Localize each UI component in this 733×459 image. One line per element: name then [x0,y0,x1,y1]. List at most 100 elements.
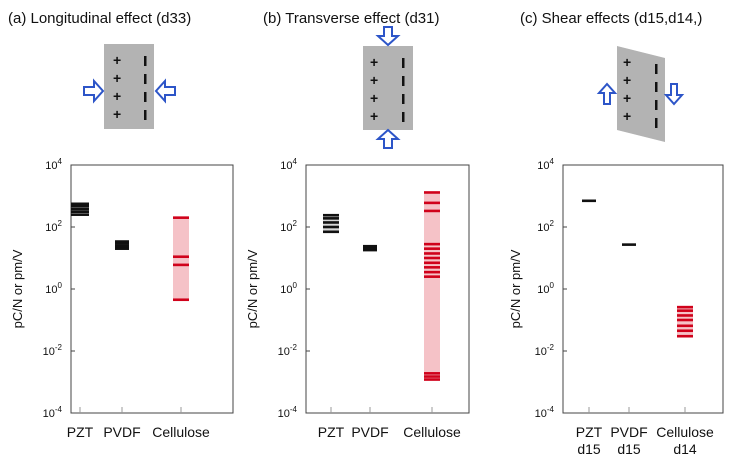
minus-sign [655,64,658,74]
plus-sign: + [623,90,631,106]
y-tick-label: 102 [537,219,554,234]
minus-sign [402,94,405,104]
value-mark [173,255,189,259]
plus-sign: + [370,54,378,70]
y-tick-label: 10-4 [535,405,555,420]
arrow-down-icon [663,83,685,106]
value-range-band [173,217,189,300]
value-mark [71,210,89,214]
value-mark [424,261,440,265]
value-mark [363,248,377,252]
category-label: Cellulose [152,424,210,440]
plus-sign: + [623,54,631,70]
category-label: PVDF [351,424,388,440]
schematic-shear: + + + + [596,46,685,142]
title-longitudinal: (a) Longitudinal effect (d33) [8,10,191,27]
value-mark [424,242,440,246]
plus-sign: + [113,70,121,86]
minus-sign [144,56,147,66]
category-sublabel: d14 [673,441,697,457]
value-mark [173,216,189,219]
value-mark [173,263,189,267]
y-tick-label: 104 [45,157,62,172]
minus-sign [655,118,658,128]
plus-sign: + [623,72,631,88]
category-label: PZT [318,424,345,440]
value-mark [424,209,440,213]
value-mark [424,247,440,250]
value-mark [677,309,693,312]
value-mark [677,329,693,333]
plot-frame-transverse [305,164,470,414]
y-tick-label: 104 [537,157,554,172]
minus-sign [402,58,405,68]
minus-sign [402,76,405,86]
y-axis-label: pC/N or pm/V [508,249,523,328]
arrow-up-icon [375,128,401,149]
value-mark [424,256,440,260]
schematic-longitudinal: + + + + [83,44,176,129]
value-mark [363,246,377,250]
plus-sign: + [113,52,121,68]
schematic-transverse: + + + + [363,26,413,149]
minus-sign [144,110,147,120]
y-tick-label: 100 [537,281,554,296]
value-mark [363,244,377,248]
plus-sign: + [370,90,378,106]
value-mark [424,378,440,381]
value-mark [424,266,440,269]
value-mark [424,191,440,194]
chart-marks: 104 102 100 10-2 10-4 PZT PVDF Cellulose 104 102 1… [43,157,714,457]
value-mark [677,324,693,328]
plus-sign: + [623,108,631,124]
y-tick-label: 102 [45,219,62,234]
title-transverse: (b) Transverse effect (d31) [263,10,439,27]
plus-sign: + [370,108,378,124]
y-tick-label: 10-4 [278,405,298,420]
y-tick-label: 100 [45,281,62,296]
y-tick-label: 102 [280,219,297,234]
plus-sign: + [113,88,121,104]
value-mark [424,252,440,255]
minus-sign [655,82,658,92]
value-mark [71,204,89,208]
value-mark [424,375,440,378]
value-mark [677,334,693,338]
minus-sign [655,100,658,110]
arrow-down-icon [375,26,401,47]
value-mark [71,202,89,206]
y-tick-label: 10-2 [43,343,63,358]
arrow-right-icon [83,78,105,104]
y-tick-label: 10-2 [535,343,555,358]
value-mark [323,213,339,217]
category-label: Cellulose [403,424,461,440]
value-mark [323,230,339,234]
category-label: PVDF [610,424,647,440]
category-label: PZT [67,424,94,440]
value-mark [424,201,440,205]
value-mark [677,318,693,322]
title-shear: (c) Shear effects (d15,d14,) [520,10,702,27]
minus-sign [402,112,405,122]
category-sublabel: d15 [617,441,641,457]
y-tick-label: 10-2 [278,343,298,358]
arrow-left-icon [154,78,176,104]
minus-sign [144,74,147,84]
value-mark [115,242,129,245]
piezo-block [617,46,665,142]
value-mark [622,243,636,246]
value-mark [323,217,339,220]
plus-sign: + [370,72,378,88]
y-tick-label: 104 [280,157,297,172]
category-label: PZT [576,424,603,440]
category-sublabel: d15 [577,441,601,457]
y-tick-label: 100 [280,281,297,296]
value-mark [323,221,339,224]
y-axis-label: pC/N or pm/V [10,249,25,328]
value-mark [115,244,129,248]
category-label: PVDF [103,424,140,440]
value-mark [677,305,693,309]
plot-frame-longitudinal [70,164,234,414]
value-mark [424,270,440,274]
